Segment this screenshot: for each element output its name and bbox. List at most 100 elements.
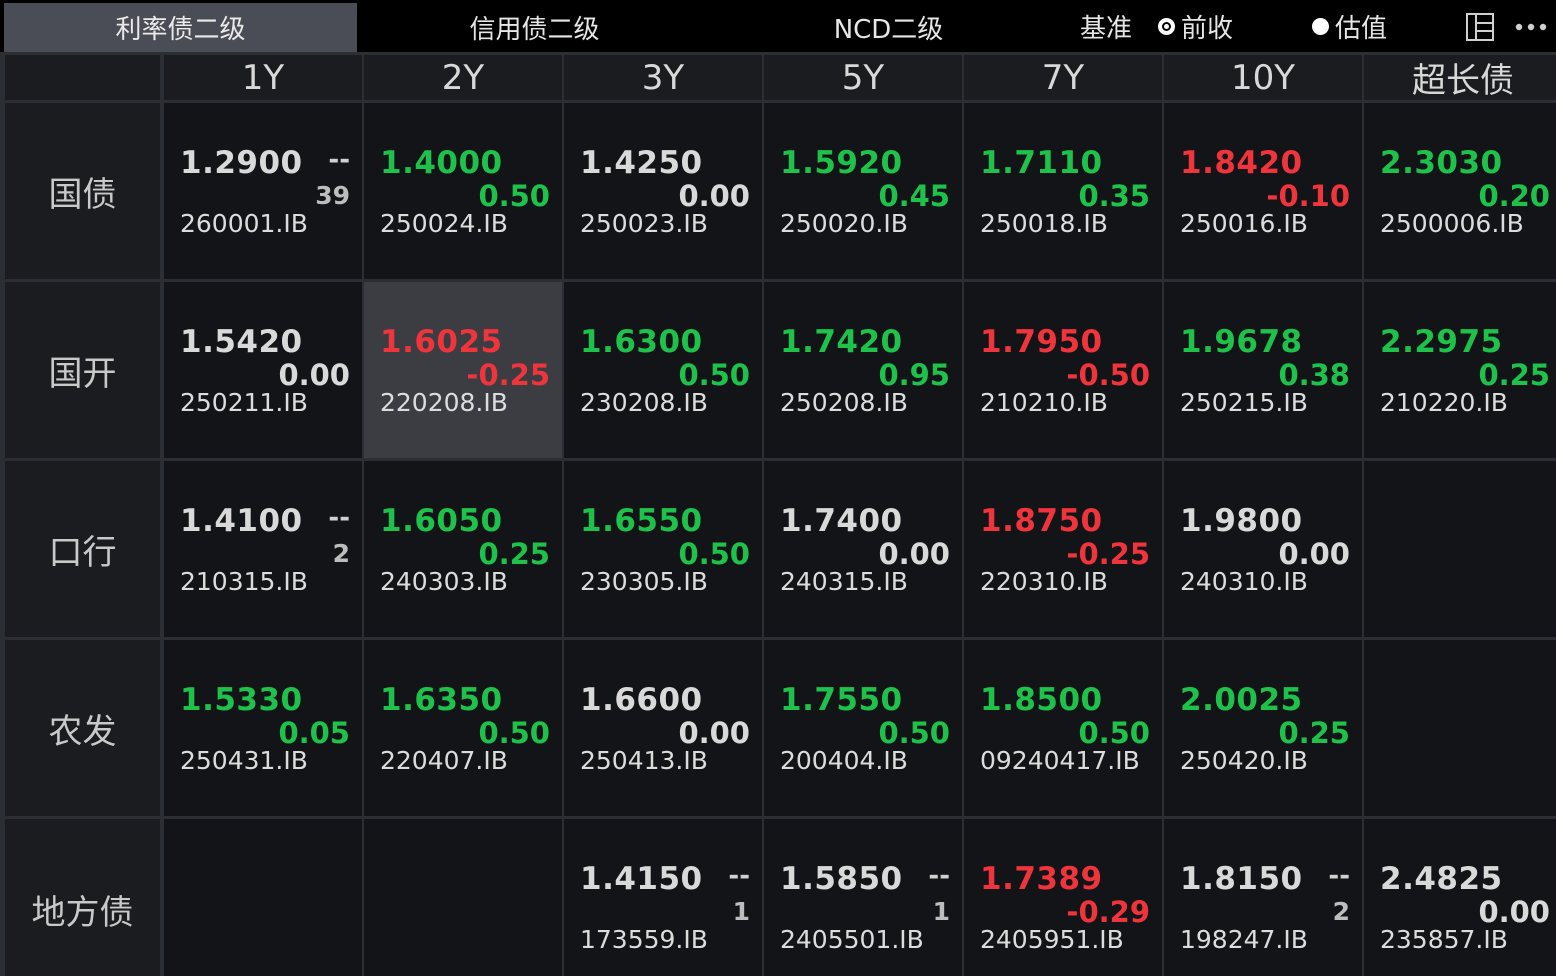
- quote-cell[interactable]: 1.6050 0.25 240303.IB: [364, 461, 562, 637]
- column-header[interactable]: 10Y: [1164, 55, 1362, 100]
- quote-cell[interactable]: 1.6350 0.50 220407.IB: [364, 640, 562, 816]
- quote-cell[interactable]: 1.7550 0.50 200404.IB: [764, 640, 962, 816]
- yield-value: 1.6600: [580, 682, 703, 718]
- row-header[interactable]: 口行: [5, 461, 160, 637]
- yield-value: 1.6550: [580, 503, 703, 539]
- column-header[interactable]: 5Y: [764, 55, 962, 100]
- yield-change: 0.20: [1478, 179, 1550, 213]
- bond-code: 250420.IB: [1180, 746, 1308, 775]
- bond-code: 220208.IB: [380, 388, 508, 417]
- quote-cell[interactable]: 1.5330 0.05 250431.IB: [164, 640, 362, 816]
- tab-credit-bond-secondary[interactable]: 信用债二级: [469, 15, 600, 45]
- yield-change: 0.00: [678, 716, 750, 750]
- quote-cell[interactable]: 1.9800 0.00 240310.IB: [1164, 461, 1362, 637]
- radio-previous-close[interactable]: 前收: [1158, 3, 1233, 49]
- quote-cell[interactable]: 1.7400 0.00 240315.IB: [764, 461, 962, 637]
- quote-cell[interactable]: 1.8500 0.50 09240417.IB: [964, 640, 1162, 816]
- tab-ncd-secondary[interactable]: NCD二级: [833, 15, 944, 45]
- yield-change: 0.00: [678, 179, 750, 213]
- quote-cell[interactable]: 2.3030 0.20 2500006.IB: [1364, 103, 1556, 279]
- bond-code: 230208.IB: [580, 388, 708, 417]
- yield-change: 0.45: [878, 179, 950, 213]
- trade-count: 2: [332, 539, 350, 568]
- quote-cell[interactable]: 1.5420 0.00 250211.IB: [164, 282, 362, 458]
- column-header[interactable]: 1Y: [164, 55, 362, 100]
- trade-count: 39: [315, 181, 350, 210]
- bond-code: 240315.IB: [780, 567, 908, 596]
- bond-code: 210220.IB: [1380, 388, 1508, 417]
- corner-cell: [5, 55, 160, 100]
- bond-code: 220407.IB: [380, 746, 508, 775]
- quote-cell[interactable]: 1.5920 0.45 250020.IB: [764, 103, 962, 279]
- row-header[interactable]: 地方债: [5, 819, 160, 976]
- quote-cell[interactable]: 2.4825 0.00 235857.IB: [1364, 819, 1556, 976]
- radio-label: 前收: [1181, 13, 1234, 44]
- bond-code: 09240417.IB: [980, 746, 1140, 775]
- yield-value: 1.7950: [980, 324, 1103, 360]
- no-change-dash: --: [328, 145, 350, 175]
- column-header[interactable]: 超长债: [1364, 55, 1556, 101]
- no-change-dash: --: [928, 861, 950, 891]
- quote-cell[interactable]: 1.2900 -- 39 260001.IB: [164, 103, 362, 279]
- trade-count: 1: [732, 897, 750, 926]
- quote-cell[interactable]: 1.8150 -- 2 198247.IB: [1164, 819, 1362, 976]
- column-header[interactable]: 2Y: [364, 55, 562, 100]
- yield-value: 1.8500: [980, 682, 1103, 718]
- yield-change: 0.00: [278, 358, 350, 392]
- quote-cell[interactable]: 1.6600 0.00 250413.IB: [564, 640, 762, 816]
- yield-change: 0.50: [678, 537, 750, 571]
- row-header[interactable]: 国债: [5, 103, 160, 279]
- yield-value: 1.6025: [380, 324, 503, 360]
- yield-value: 1.8750: [980, 503, 1103, 539]
- quote-cell[interactable]: 1.4100 -- 2 210315.IB: [164, 461, 362, 637]
- quote-cell[interactable]: 1.7950 -0.50 210210.IB: [964, 282, 1162, 458]
- yield-value: 1.7389: [980, 861, 1103, 897]
- column-header[interactable]: 7Y: [964, 55, 1162, 100]
- yield-value: 1.6050: [380, 503, 503, 539]
- bond-code: 210210.IB: [980, 388, 1108, 417]
- yield-value: 1.5330: [180, 682, 303, 718]
- yield-value: 2.2975: [1380, 324, 1503, 360]
- quote-cell[interactable]: 2.2975 0.25 210220.IB: [1364, 282, 1556, 458]
- quote-cell[interactable]: 1.5850 -- 1 2405501.IB: [764, 819, 962, 976]
- radio-valuation[interactable]: 估值: [1312, 3, 1387, 49]
- quote-cell[interactable]: 1.8420 -0.10 250016.IB: [1164, 103, 1362, 279]
- more-dots-icon[interactable]: [1512, 12, 1552, 42]
- bond-code: 220310.IB: [980, 567, 1108, 596]
- bond-code: 2405501.IB: [780, 925, 924, 954]
- bond-code: 2405951.IB: [980, 925, 1124, 954]
- yield-change: 0.95: [878, 358, 950, 392]
- quote-cell[interactable]: 1.7389 -0.29 2405951.IB: [964, 819, 1162, 976]
- top-bar: 利率债二级 信用债二级 NCD二级 基准 前收 估值: [0, 0, 1556, 52]
- quote-cell[interactable]: 1.4150 -- 1 173559.IB: [564, 819, 762, 976]
- yield-value: 1.8150: [1180, 861, 1303, 897]
- bond-code: 250020.IB: [780, 209, 908, 238]
- quote-cell[interactable]: 1.7420 0.95 250208.IB: [764, 282, 962, 458]
- yield-value: 1.7110: [980, 145, 1103, 181]
- quote-cell[interactable]: 2.0025 0.25 250420.IB: [1164, 640, 1362, 816]
- quote-cell[interactable]: 1.4250 0.00 250023.IB: [564, 103, 762, 279]
- column-header[interactable]: 3Y: [564, 55, 762, 100]
- quote-cell[interactable]: 1.8750 -0.25 220310.IB: [964, 461, 1162, 637]
- row-header[interactable]: 国开: [5, 282, 160, 458]
- layout-panel-icon[interactable]: [1465, 12, 1495, 42]
- quote-cell[interactable]: 1.6550 0.50 230305.IB: [564, 461, 762, 637]
- yield-change: 0.50: [678, 358, 750, 392]
- yield-value: 1.5850: [780, 861, 903, 897]
- quote-cell[interactable]: 1.7110 0.35 250018.IB: [964, 103, 1162, 279]
- bond-code: 2500006.IB: [1380, 209, 1524, 238]
- quote-cell[interactable]: 1.9678 0.38 250215.IB: [1164, 282, 1362, 458]
- bond-code: 250431.IB: [180, 746, 308, 775]
- yield-value: 1.6300: [580, 324, 703, 360]
- row-header[interactable]: 农发: [5, 640, 160, 816]
- yield-change: -0.25: [1066, 537, 1150, 571]
- quote-cell[interactable]: 1.6300 0.50 230208.IB: [564, 282, 762, 458]
- quote-cell[interactable]: 1.4000 0.50 250024.IB: [364, 103, 562, 279]
- bond-code: 240303.IB: [380, 567, 508, 596]
- yield-value: 1.7550: [780, 682, 903, 718]
- yield-value: 1.5920: [780, 145, 903, 181]
- empty-quote-cell: [364, 819, 562, 976]
- quote-cell[interactable]: 1.6025 -0.25 220208.IB: [364, 282, 562, 458]
- tab-rate-bond-secondary[interactable]: 利率债二级: [4, 3, 357, 52]
